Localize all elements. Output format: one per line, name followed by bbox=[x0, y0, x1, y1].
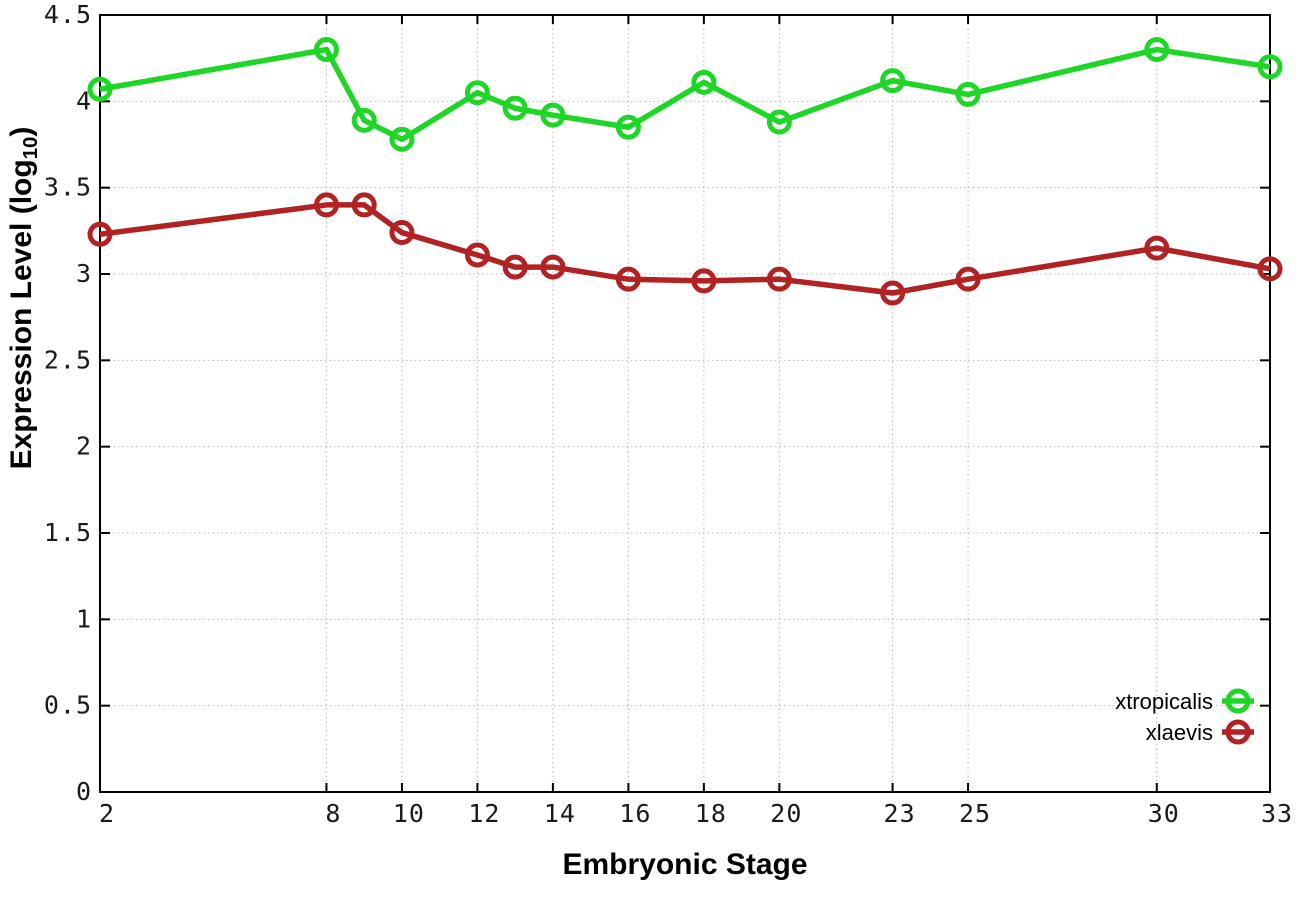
legend-marker-xtropicalis bbox=[1225, 688, 1251, 714]
legend-marker-xlaevis bbox=[1225, 719, 1251, 745]
data-point-xtropicalis bbox=[955, 81, 981, 107]
x-tick-label: 8 bbox=[325, 799, 341, 828]
plot-border bbox=[99, 14, 1271, 793]
y-tick-label: 4 bbox=[76, 86, 92, 115]
data-point-xlaevis bbox=[87, 221, 113, 247]
x-tick-label: 25 bbox=[959, 799, 991, 828]
y-axis-title-subscript: 10 bbox=[19, 136, 42, 160]
data-point-xtropicalis bbox=[464, 80, 490, 106]
data-point-xtropicalis bbox=[615, 114, 641, 140]
legend-label-xtropicalis: xtropicalis bbox=[1115, 689, 1213, 714]
y-axis-title-text: Expression Level (log bbox=[5, 159, 39, 470]
x-tick-label: 18 bbox=[695, 799, 727, 828]
data-point-xtropicalis bbox=[540, 102, 566, 128]
data-point-xlaevis bbox=[691, 268, 717, 294]
data-point-xtropicalis bbox=[766, 109, 792, 135]
data-point-xtropicalis bbox=[389, 126, 415, 152]
x-tick-label: 10 bbox=[393, 799, 425, 828]
data-point-xlaevis bbox=[540, 254, 566, 280]
data-point-xlaevis bbox=[880, 280, 906, 306]
x-axis-title: Embryonic Stage bbox=[562, 848, 808, 881]
y-tick-label: 4.5 bbox=[44, 0, 92, 29]
x-tick-label: 14 bbox=[544, 799, 576, 828]
data-point-xlaevis bbox=[955, 266, 981, 292]
x-tick-label: 2 bbox=[99, 799, 115, 828]
data-point-xlaevis bbox=[351, 192, 377, 218]
data-point-xtropicalis bbox=[1144, 37, 1170, 63]
data-point-xtropicalis bbox=[880, 68, 906, 94]
data-point-xlaevis bbox=[1144, 235, 1170, 261]
data-point-xtropicalis bbox=[1257, 54, 1283, 80]
series-line-xtropicalis bbox=[99, 46, 1271, 143]
data-point-xlaevis bbox=[313, 192, 339, 218]
series-line-xlaevis bbox=[99, 202, 1271, 296]
y-axis-title: Expression Level (log10) bbox=[5, 127, 43, 470]
y-tick-label: 0.5 bbox=[44, 691, 92, 720]
y-axis-title-close: ) bbox=[5, 126, 39, 137]
y-tick-label: 2.5 bbox=[44, 345, 92, 374]
x-tick-label: 23 bbox=[884, 799, 916, 828]
x-tick-label: 30 bbox=[1148, 799, 1180, 828]
data-point-xtropicalis bbox=[691, 69, 717, 95]
data-point-xtropicalis bbox=[502, 95, 528, 121]
y-tick-label: 3.5 bbox=[44, 173, 92, 202]
y-tick-label: 1.5 bbox=[44, 518, 92, 547]
data-point-xlaevis bbox=[1257, 256, 1283, 282]
data-point-xtropicalis bbox=[313, 37, 339, 63]
data-point-xtropicalis bbox=[351, 107, 377, 133]
x-tick-label: 20 bbox=[770, 799, 802, 828]
legend-label-xlaevis: xlaevis bbox=[1146, 720, 1213, 745]
x-tick-label: 33 bbox=[1261, 799, 1293, 828]
y-tick-label: 3 bbox=[76, 259, 92, 288]
data-point-xlaevis bbox=[389, 220, 415, 246]
data-point-xlaevis bbox=[766, 266, 792, 292]
x-tick-label: 12 bbox=[468, 799, 500, 828]
data-point-xlaevis bbox=[615, 266, 641, 292]
y-tick-label: 2 bbox=[76, 432, 92, 461]
data-point-xtropicalis bbox=[87, 76, 113, 102]
data-point-xlaevis bbox=[464, 242, 490, 268]
y-tick-label: 1 bbox=[76, 604, 92, 633]
x-tick-label: 16 bbox=[619, 799, 651, 828]
data-point-xlaevis bbox=[502, 254, 528, 280]
y-tick-label: 0 bbox=[76, 777, 92, 806]
